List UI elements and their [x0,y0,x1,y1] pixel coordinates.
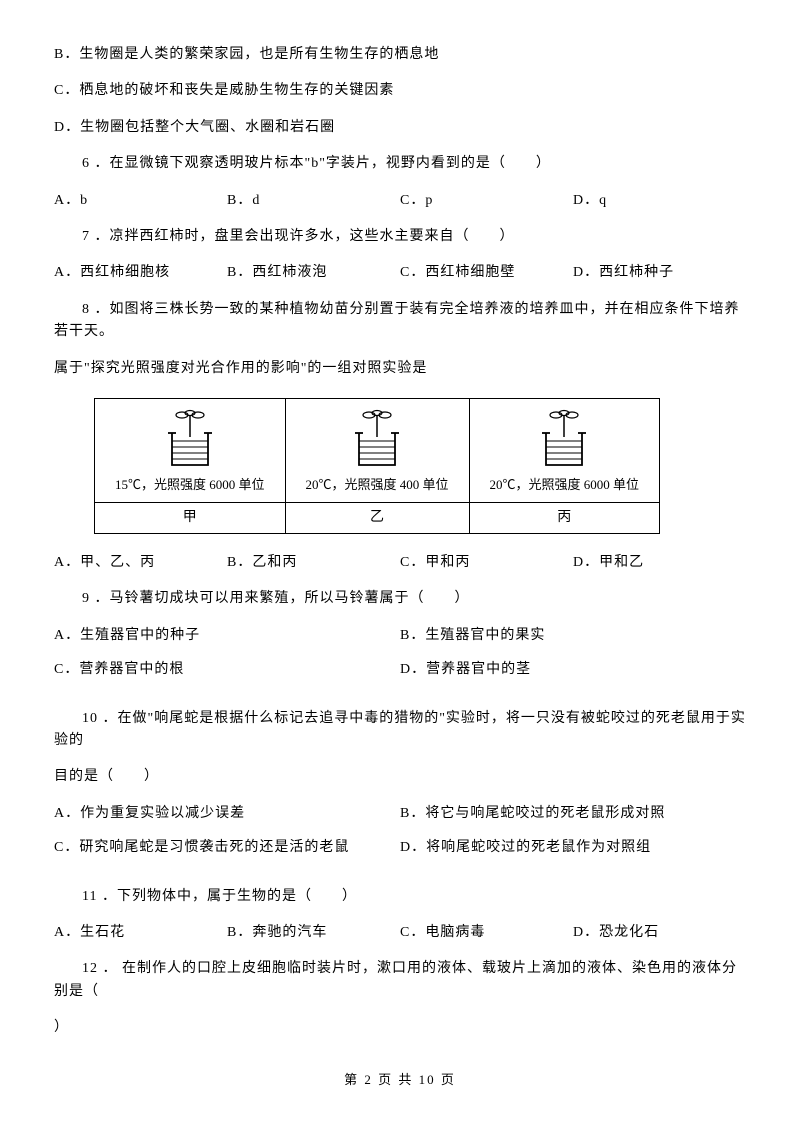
q6-option-c: C．p [400,190,573,212]
q10-option-a: A．作为重复实验以减少误差 [54,803,400,825]
q8-option-d: D．甲和乙 [573,552,746,574]
q8-options: A．甲、乙、丙 B．乙和丙 C．甲和丙 D．甲和乙 [54,552,746,574]
q11-text: 11 ．下列物体中，属于生物的是（ ） [54,886,746,908]
q8-cell3-label: 20℃，光照强度 6000 单位 [490,477,640,492]
q8-option-b: B．乙和丙 [227,552,400,574]
q10-text2: 目的是（ ） [54,766,746,788]
q6-text: 6 ．在显微镜下观察透明玻片标本"b"字装片，视野内看到的是（ ） [54,153,746,175]
q8-text1: 8 ．如图将三株长势一致的某种植物幼苗分别置于装有完全培养液的培养皿中，并在相应… [54,299,746,344]
plant-icon [162,409,218,469]
q10-option-d: D．将响尾蛇咬过的死老鼠作为对照组 [400,837,746,859]
q7-options: A．西红柿细胞核 B．西红柿液泡 C．西红柿细胞壁 D．西红柿种子 [54,262,746,284]
q8-cell-1: 15℃，光照强度 6000 单位 [95,398,286,502]
q8-cell2-label: 20℃，光照强度 400 单位 [306,477,449,492]
q9-option-b: B．生殖器官中的果实 [400,625,746,647]
q8-option-c: C．甲和丙 [400,552,573,574]
q12-text1: 12 ． 在制作人的口腔上皮细胞临时装片时，漱口用的液体、载玻片上滴加的液体、染… [54,958,746,1003]
q7-option-a: A．西红柿细胞核 [54,262,227,284]
q9-text: 9 ．马铃薯切成块可以用来繁殖，所以马铃薯属于（ ） [54,588,746,610]
q8-cell1-label: 15℃，光照强度 6000 单位 [115,477,265,492]
q12-text2: ） [54,1017,746,1039]
q9-options: A．生殖器官中的种子 B．生殖器官中的果实 C．营养器官中的根 D．营养器官中的… [54,625,746,694]
q9-option-d: D．营养器官中的茎 [400,659,746,681]
q8-cell-3: 20℃，光照强度 6000 单位 [469,398,660,502]
q11-option-a: A．生石花 [54,922,227,944]
page-footer: 第 2 页 共 10 页 [54,1070,746,1091]
q6-options: A．b B．d C．p D．q [54,190,746,212]
q8-label-1: 甲 [95,502,286,533]
plant-icon [536,409,592,469]
q7-option-c: C．西红柿细胞壁 [400,262,573,284]
q11-option-c: C．电脑病毒 [400,922,573,944]
q6-option-d: D．q [573,190,746,212]
q8-cell-2: 20℃，光照强度 400 单位 [285,398,469,502]
q10-option-b: B．将它与响尾蛇咬过的死老鼠形成对照 [400,803,746,825]
q7-option-d: D．西红柿种子 [573,262,746,284]
q6-option-b: B．d [227,190,400,212]
q8-option-a: A．甲、乙、丙 [54,552,227,574]
q8-label-3: 丙 [469,502,660,533]
q5-option-d: D．生物圈包括整个大气圈、水圈和岩石圈 [54,117,746,139]
q5-option-b: B．生物圈是人类的繁荣家园，也是所有生物生存的栖息地 [54,44,746,66]
q8-table: 15℃，光照强度 6000 单位 20℃，光照强度 400 单位 [94,398,746,534]
q8-text2: 属于"探究光照强度对光合作用的影响"的一组对照实验是 [54,358,746,380]
q11-option-d: D．恐龙化石 [573,922,746,944]
q11-option-b: B．奔驰的汽车 [227,922,400,944]
q7-option-b: B．西红柿液泡 [227,262,400,284]
q10-option-c: C．研究响尾蛇是习惯袭击死的还是活的老鼠 [54,837,400,859]
q5-option-c: C．栖息地的破坏和丧失是威胁生物生存的关键因素 [54,80,746,102]
plant-icon [349,409,405,469]
q11-options: A．生石花 B．奔驰的汽车 C．电脑病毒 D．恐龙化石 [54,922,746,944]
q10-options: A．作为重复实验以减少误差 B．将它与响尾蛇咬过的死老鼠形成对照 C．研究响尾蛇… [54,803,746,872]
q7-text: 7 ．凉拌西红柿时，盘里会出现许多水，这些水主要来自（ ） [54,226,746,248]
q9-option-a: A．生殖器官中的种子 [54,625,400,647]
q9-option-c: C．营养器官中的根 [54,659,400,681]
q8-label-2: 乙 [285,502,469,533]
q10-text1: 10 ．在做"响尾蛇是根据什么标记去追寻中毒的猎物的"实验时，将一只没有被蛇咬过… [54,708,746,753]
q6-option-a: A．b [54,190,227,212]
